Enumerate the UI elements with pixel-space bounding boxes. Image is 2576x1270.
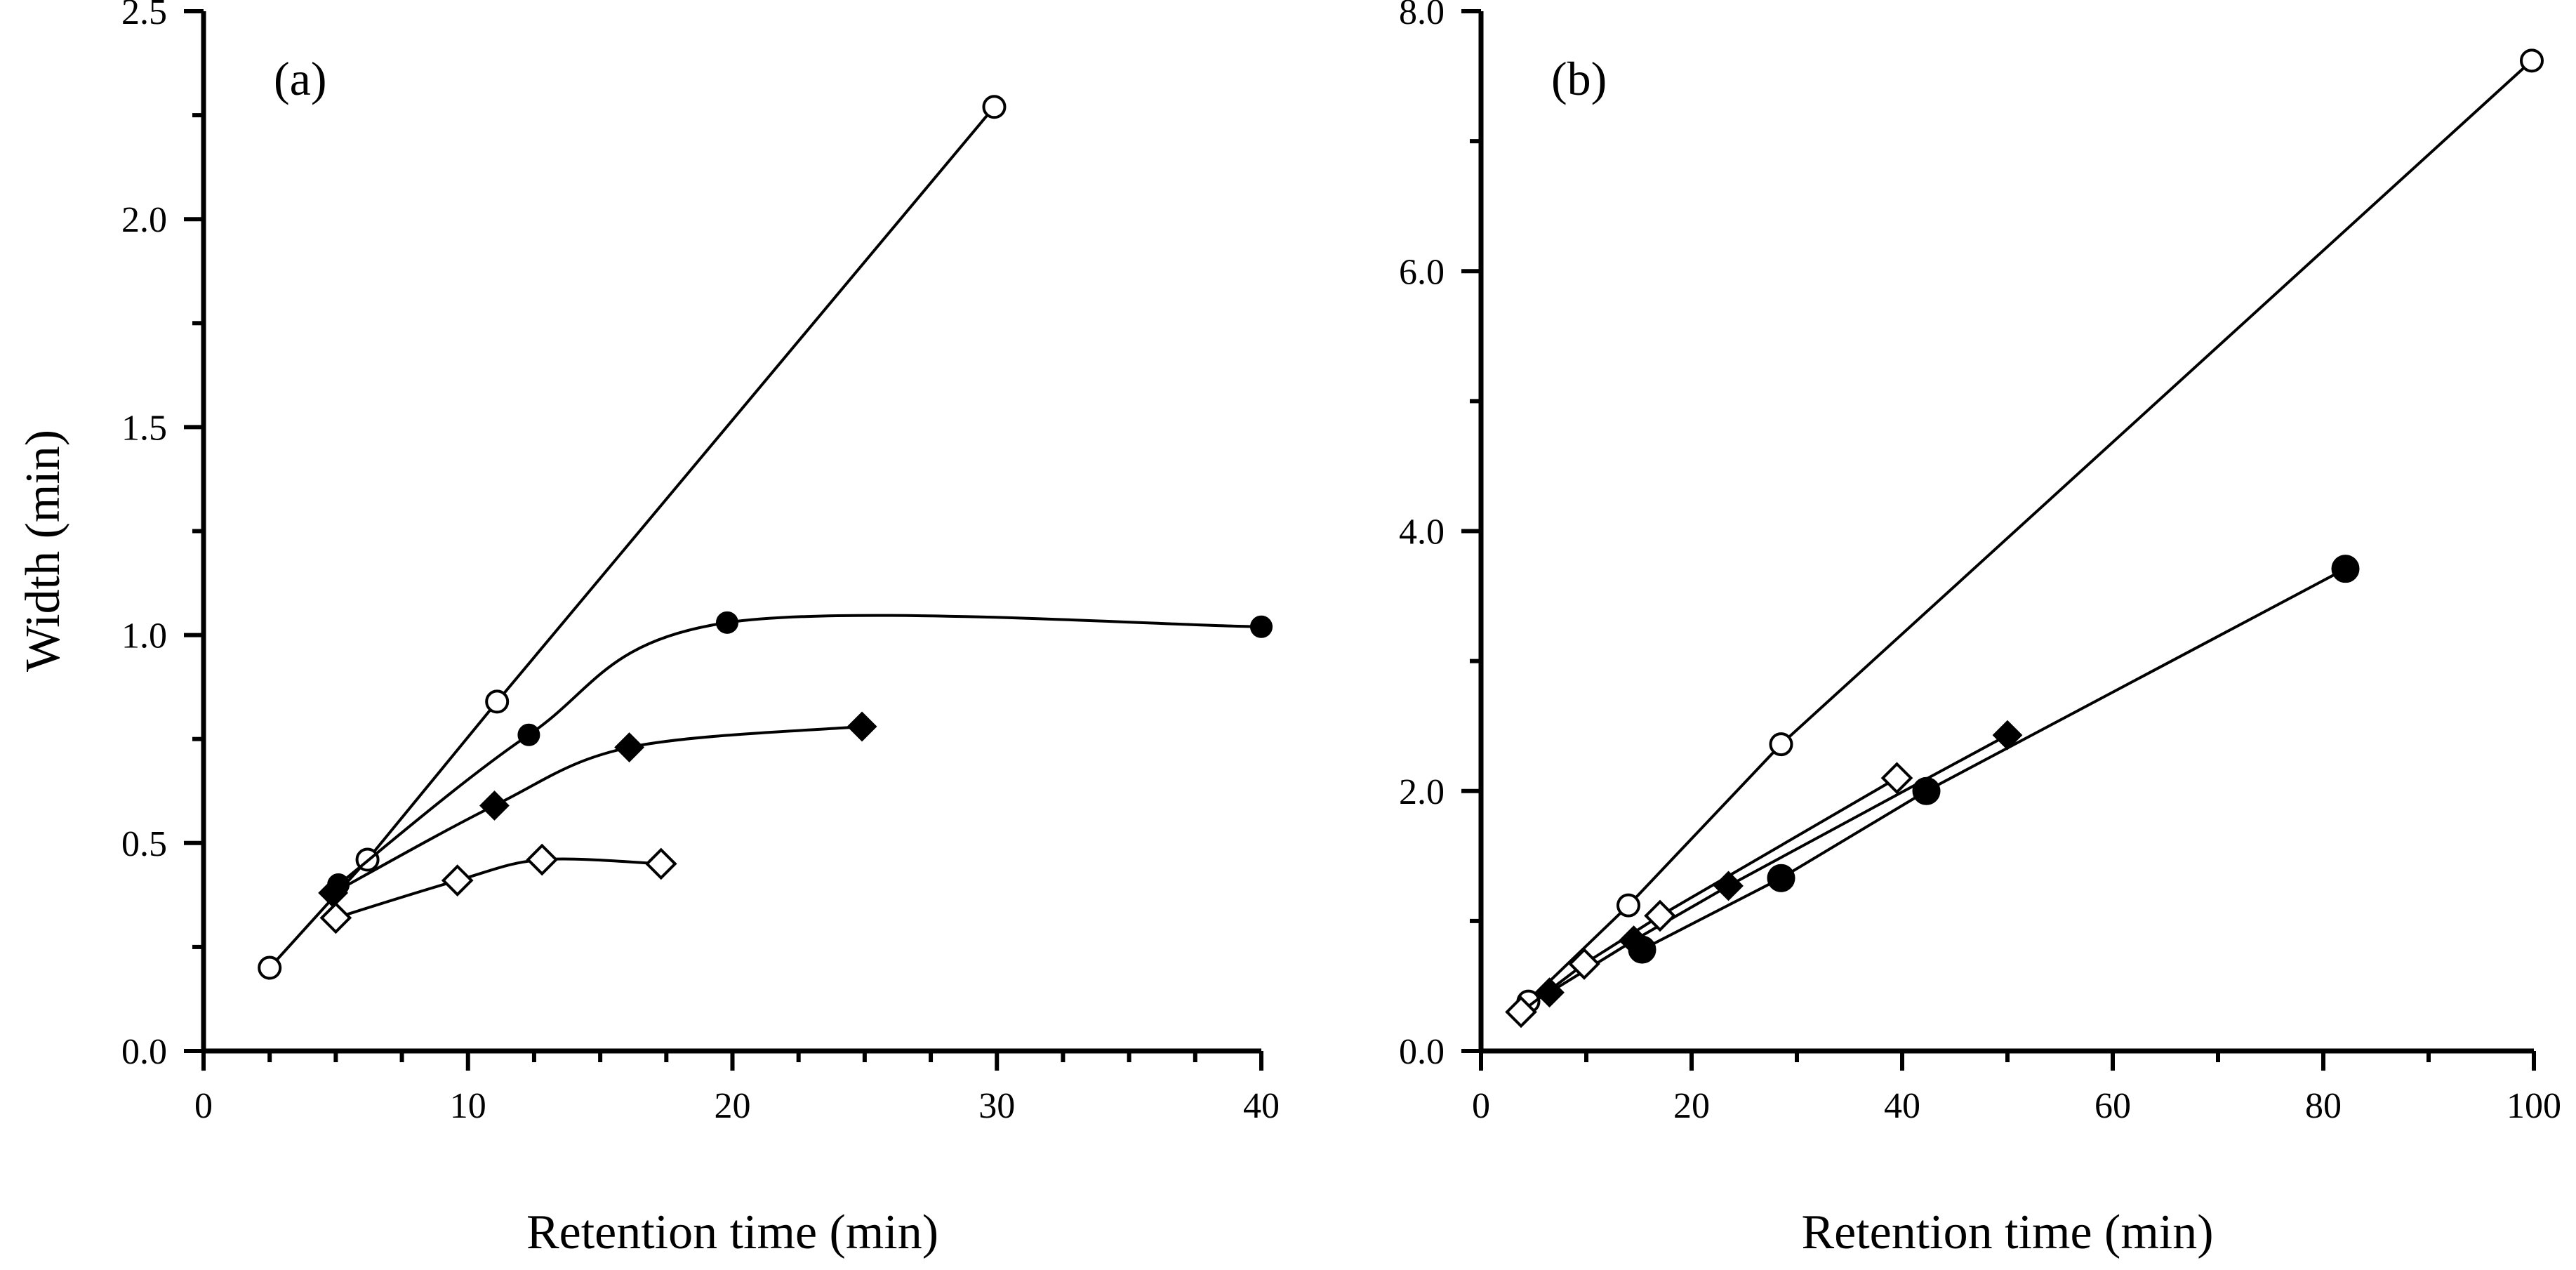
panel-label: (a) <box>274 52 326 105</box>
series-open-circle <box>1516 48 2544 1014</box>
y-tick-label: 1.0 <box>121 616 167 656</box>
panel-label: (b) <box>1551 52 1607 105</box>
data-point <box>258 955 282 980</box>
data-point <box>2520 48 2544 73</box>
x-axis-title: Retention time (min) <box>1801 1205 2213 1259</box>
panel-a: 0 10 20 30 40 0.0 0.5 1.0 1.5 2.0 2.5 Retention tim… <box>16 0 1280 1259</box>
series-open-diamond <box>1505 762 1913 1028</box>
data-point <box>614 732 644 762</box>
data-point <box>319 901 352 934</box>
x-tick-label: 0 <box>1472 1086 1490 1126</box>
data-point <box>982 95 1007 119</box>
series-filled-circle <box>1628 555 2360 964</box>
series-line <box>1527 59 2533 1003</box>
series-line <box>332 725 863 894</box>
data-point <box>1767 864 1795 892</box>
x-tick-label: 10 <box>450 1086 486 1126</box>
data-point <box>2331 555 2360 583</box>
y-tick-label: 2.0 <box>121 200 167 240</box>
data-point <box>847 711 877 742</box>
series-line <box>1520 776 1898 1014</box>
x-tick-label: 30 <box>978 1086 1015 1126</box>
x-tick-label: 40 <box>1243 1086 1280 1126</box>
data-point <box>1568 948 1600 980</box>
data-point <box>715 611 738 634</box>
data-point <box>1769 732 1793 757</box>
series-line <box>1548 734 2008 994</box>
data-point <box>1912 776 1941 805</box>
x-tick-label: 100 <box>2507 1086 2561 1126</box>
y-tick-label: 1.5 <box>121 408 167 448</box>
data-point <box>1880 762 1913 795</box>
series-line <box>268 105 996 969</box>
panel-b: 0 20 40 60 80 100 0.0 2.0 4.0 6.0 8.0 Retention tim… <box>1399 0 2561 1259</box>
x-axis-title: Retention time (min) <box>526 1205 938 1259</box>
y-axis-title: Width (min) <box>16 430 70 672</box>
y-tick-label: 2.5 <box>121 0 167 32</box>
y-tick-label: 8.0 <box>1399 0 1445 32</box>
series-filled-circle <box>327 611 1273 897</box>
data-point <box>1992 720 2023 750</box>
y-tick-label: 0.0 <box>121 1032 167 1072</box>
x-tick-label: 20 <box>1673 1086 1710 1126</box>
data-point <box>517 723 540 746</box>
y-tick-label: 6.0 <box>1399 252 1445 292</box>
y-tick-label: 0.0 <box>1399 1032 1445 1072</box>
data-point <box>1616 893 1640 918</box>
x-tick-label: 0 <box>194 1086 213 1126</box>
x-tick-label: 40 <box>1884 1086 1920 1126</box>
series-open-diamond <box>319 843 677 934</box>
series-filled-diamond <box>318 711 877 908</box>
data-point <box>1644 899 1676 932</box>
data-point <box>485 689 510 714</box>
data-point <box>526 843 559 876</box>
x-tick-label: 20 <box>715 1086 751 1126</box>
y-tick-label: 0.5 <box>121 824 167 864</box>
series-line <box>1641 567 2346 951</box>
data-point <box>1250 615 1273 638</box>
series-filled-diamond <box>1534 720 2023 1008</box>
data-point <box>644 847 677 880</box>
series-open-circle <box>258 95 1007 980</box>
x-tick-label: 60 <box>2094 1086 2131 1126</box>
data-point <box>1619 925 1649 956</box>
series-line <box>335 857 661 920</box>
series-line <box>337 614 1262 886</box>
data-point <box>441 864 474 897</box>
data-point <box>1505 996 1537 1028</box>
data-point <box>479 791 510 821</box>
y-tick-label: 2.0 <box>1399 772 1445 812</box>
x-tick-label: 80 <box>2305 1086 2342 1126</box>
y-tick-label: 4.0 <box>1399 512 1445 553</box>
